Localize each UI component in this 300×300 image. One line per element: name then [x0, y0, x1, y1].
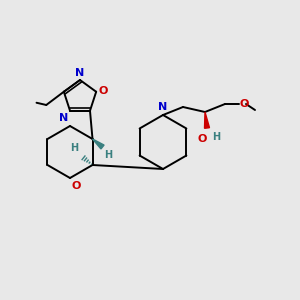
Text: N: N — [59, 113, 68, 123]
Text: H: H — [70, 143, 79, 153]
Text: H: H — [212, 132, 220, 142]
Text: H: H — [104, 150, 112, 160]
Text: O: O — [197, 134, 207, 144]
Polygon shape — [205, 112, 209, 128]
Text: O: O — [98, 86, 107, 96]
Text: N: N — [158, 102, 168, 112]
Text: O: O — [240, 99, 249, 109]
Text: O: O — [72, 181, 81, 191]
Text: N: N — [75, 68, 85, 78]
Polygon shape — [92, 139, 104, 149]
